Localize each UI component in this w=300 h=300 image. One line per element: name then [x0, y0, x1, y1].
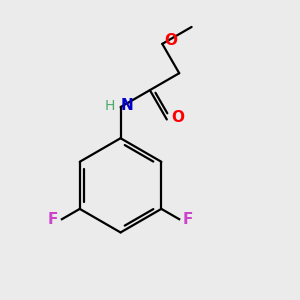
Text: F: F: [183, 212, 193, 227]
Text: F: F: [48, 212, 58, 227]
Text: H: H: [105, 99, 115, 112]
Text: N: N: [121, 98, 133, 113]
Text: O: O: [165, 33, 178, 48]
Text: O: O: [171, 110, 184, 125]
